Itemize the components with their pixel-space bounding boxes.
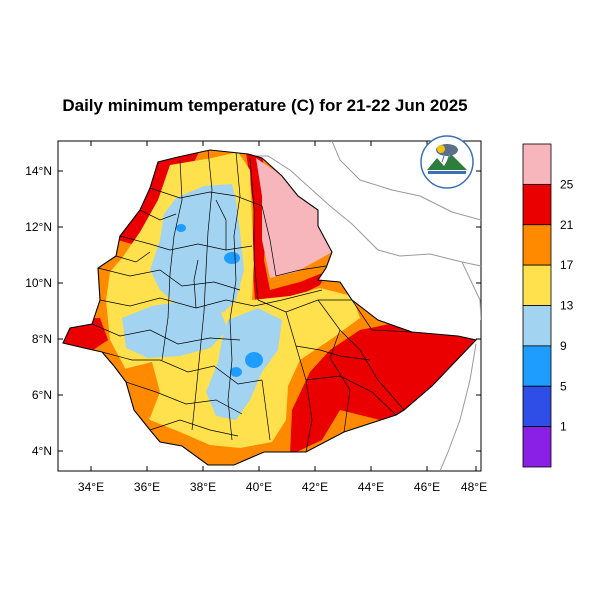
band-above-25: [256, 158, 332, 278]
admin-boundaries: [91, 150, 413, 453]
axis-ticks: [58, 141, 481, 471]
colorbar-swatch: [522, 345, 552, 387]
colorbar-label: 21: [560, 218, 574, 232]
band-5-9-spot-2: [245, 352, 263, 368]
ethiopia-outline: [62, 149, 478, 466]
lat-label: 12°N: [25, 220, 52, 234]
lat-label: 8°N: [32, 332, 52, 346]
colorbar-label: 13: [560, 299, 574, 313]
lon-label: 44°E: [358, 480, 384, 494]
colorbar-label: 9: [560, 339, 567, 353]
band-9-13-north: [150, 184, 244, 316]
band-5-9-spot-4: [176, 224, 186, 232]
lon-label: 34°E: [78, 480, 104, 494]
lat-label: 10°N: [25, 276, 52, 290]
colorbar-swatch: [522, 183, 552, 226]
ethiopia-meteorology-logo: [420, 135, 474, 189]
lon-label: 48°E: [461, 480, 487, 494]
colorbar-label: 25: [560, 177, 574, 191]
lat-label: 6°N: [32, 388, 52, 402]
lon-label: 46°E: [414, 480, 440, 494]
lon-label: 38°E: [190, 480, 216, 494]
neighbour-coastlines: [250, 141, 481, 471]
lat-label: 4°N: [32, 444, 52, 458]
colorbar-swatch: [522, 305, 552, 347]
colorbar-swatch: [522, 426, 552, 468]
lon-label: 42°E: [302, 480, 328, 494]
lat-labels: 14°N 12°N 10°N 8°N 6°N 4°N: [25, 164, 52, 458]
colorbar-swatch: [522, 385, 552, 428]
colorbar: 25 21 17 13 9 5 1: [522, 143, 574, 468]
band-17-21-southwest: [120, 362, 160, 418]
band-5-9-spot-3: [230, 367, 242, 377]
band-5-9-spot-1: [224, 252, 240, 264]
map-title: Daily minimum temperature (C) for 21-22 …: [62, 96, 468, 115]
band-9-13-south: [206, 308, 282, 420]
lon-label: 36°E: [134, 480, 160, 494]
colorbar-swatch: [522, 264, 552, 306]
colorbar-label: 5: [560, 379, 567, 393]
lat-label: 14°N: [25, 164, 52, 178]
colorbar-label: 17: [560, 258, 574, 272]
band-9-13-west: [122, 300, 228, 358]
lon-labels: 34°E 36°E 38°E 40°E 42°E 44°E 46°E 48°E: [78, 480, 487, 494]
colorbar-label: 1: [560, 420, 567, 434]
lon-label: 40°E: [246, 480, 272, 494]
colorbar-swatch: [522, 224, 552, 266]
colorbar-swatch: [522, 143, 552, 185]
